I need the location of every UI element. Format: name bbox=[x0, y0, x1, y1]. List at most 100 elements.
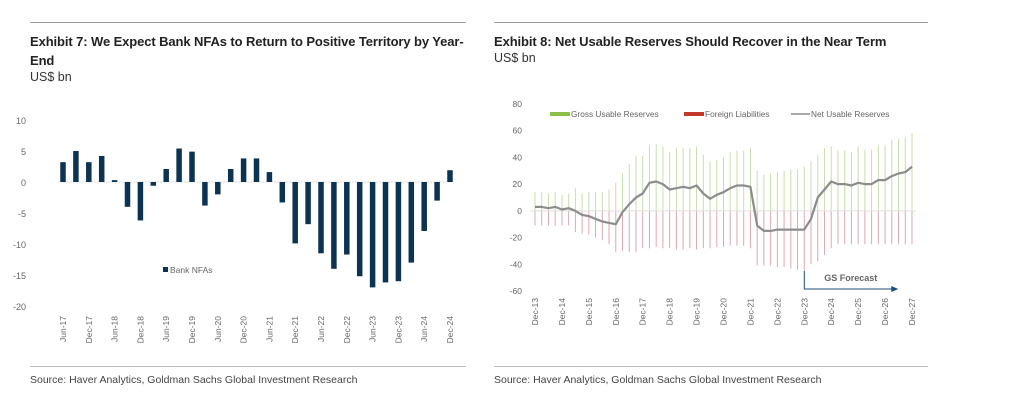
x-tick-label: Dec-14 bbox=[557, 298, 567, 326]
legend-label-net: Net Usable Reserves bbox=[811, 109, 889, 119]
bar bbox=[266, 172, 273, 182]
x-tick-label: Dec-24 bbox=[445, 316, 455, 344]
x-tick-label: Dec-19 bbox=[692, 298, 702, 326]
x-tick-label: Jun-23 bbox=[368, 316, 378, 342]
y-tick-label: -10 bbox=[13, 240, 26, 250]
x-tick-label: Dec-26 bbox=[880, 298, 890, 326]
x-tick-label: Jun-19 bbox=[161, 316, 171, 342]
bar bbox=[344, 182, 350, 255]
y-tick-label: -20 bbox=[510, 233, 523, 243]
bar bbox=[447, 170, 453, 182]
bar bbox=[215, 182, 221, 195]
bar bbox=[292, 182, 298, 244]
x-tick-label: Dec-23 bbox=[393, 316, 403, 344]
bottom-divider bbox=[30, 366, 466, 367]
legend-label-gross: Gross Usable Reserves bbox=[571, 109, 659, 119]
x-tick-label: Dec-21 bbox=[290, 316, 300, 344]
bar bbox=[111, 180, 118, 182]
legend-swatch-gross bbox=[550, 112, 570, 116]
y-tick-label: 20 bbox=[513, 179, 523, 189]
x-tick-label: Dec-21 bbox=[745, 298, 755, 326]
gross-usable-reserves-bars bbox=[534, 133, 913, 211]
x-tick-label: Dec-25 bbox=[853, 298, 863, 326]
x-tick-label: Dec-22 bbox=[772, 298, 782, 326]
legend: Gross Usable Reserves Foreign Liabilitie… bbox=[550, 109, 889, 119]
x-axis: Dec-13 Dec-14 Dec-15 Dec-16 Dec-17 Dec-18 Dec-… bbox=[530, 298, 917, 326]
source-note: Source: Haver Analytics, Goldman Sachs G… bbox=[30, 374, 358, 386]
y-axis: 80 60 40 20 0 -20 -40 -60 bbox=[510, 99, 523, 296]
x-tick-label: Dec-19 bbox=[187, 316, 197, 344]
x-tick-label: Dec-18 bbox=[665, 298, 675, 326]
bar bbox=[227, 168, 234, 182]
top-divider bbox=[30, 22, 466, 23]
chart-title: Exhibit 8: Net Usable Reserves Should Re… bbox=[494, 34, 887, 49]
bar bbox=[434, 182, 440, 201]
bar bbox=[189, 151, 195, 182]
y-tick-label: -40 bbox=[510, 259, 523, 269]
bar bbox=[305, 182, 311, 225]
x-tick-label: Dec-16 bbox=[611, 298, 621, 326]
bar bbox=[253, 158, 260, 182]
y-tick-label: 80 bbox=[513, 99, 523, 109]
legend-label-bank-nfas: Bank NFAs bbox=[170, 265, 213, 275]
source-note: Source: Haver Analytics, Goldman Sachs G… bbox=[494, 374, 822, 386]
top-divider bbox=[494, 22, 928, 23]
x-tick-label: Jun-17 bbox=[58, 316, 68, 342]
y-tick-label: 5 bbox=[21, 147, 26, 157]
bar bbox=[124, 182, 131, 207]
bar bbox=[163, 168, 169, 182]
bar bbox=[86, 162, 92, 182]
net-usable-reserves-line bbox=[535, 165, 913, 232]
x-tick-label: Jun-22 bbox=[316, 316, 326, 342]
y-tick-label: 10 bbox=[16, 116, 26, 126]
bank-nfa-bar-chart: 10 5 0 -5 -10 -15 -20 Jun-17 Dec-17 Jun-18 Dec-18… bbox=[13, 116, 455, 344]
bar bbox=[73, 151, 79, 182]
legend-swatch-bank-nfas bbox=[163, 267, 168, 272]
x-tick-label: Jun-24 bbox=[419, 316, 429, 342]
forecast-arrowhead-icon bbox=[891, 286, 899, 292]
y-tick-label: 0 bbox=[21, 178, 26, 188]
bars bbox=[60, 148, 453, 288]
y-tick-label: -60 bbox=[510, 286, 523, 296]
legend-label-foreign: Foreign Liabilities bbox=[705, 109, 770, 119]
x-tick-label: Dec-17 bbox=[638, 298, 648, 326]
bar bbox=[382, 182, 389, 283]
chart-units: US$ bn bbox=[494, 51, 536, 65]
legend-swatch-foreign bbox=[684, 112, 704, 116]
x-tick-label: Jun-21 bbox=[264, 316, 274, 342]
x-tick-label: Jun-18 bbox=[110, 316, 120, 342]
chart-units: US$ bn bbox=[30, 70, 72, 84]
bar bbox=[356, 182, 363, 277]
bar bbox=[176, 148, 182, 182]
bar bbox=[331, 182, 337, 269]
y-tick-label: -20 bbox=[13, 302, 26, 312]
y-axis: 10 5 0 -5 -10 -15 -20 bbox=[13, 116, 26, 312]
x-tick-label: Dec-18 bbox=[135, 316, 145, 344]
y-tick-label: -15 bbox=[13, 271, 26, 281]
x-tick-label: Dec-27 bbox=[907, 298, 917, 326]
x-tick-label: Dec-17 bbox=[84, 316, 94, 344]
x-tick-label: Dec-23 bbox=[799, 298, 809, 326]
x-tick-label: Dec-15 bbox=[584, 298, 594, 326]
forecast-arrow bbox=[803, 271, 893, 290]
x-tick-label: Dec-24 bbox=[826, 298, 836, 326]
x-tick-label: Dec-20 bbox=[719, 298, 729, 326]
bottom-divider bbox=[494, 366, 928, 367]
bar bbox=[318, 182, 324, 254]
chart-title: Exhibit 7: We Expect Bank NFAs to Return… bbox=[30, 34, 464, 68]
gs-forecast-annotation: GS Forecast bbox=[803, 271, 899, 292]
bar bbox=[202, 182, 208, 206]
legend: Bank NFAs bbox=[163, 265, 213, 275]
bar bbox=[240, 158, 247, 182]
y-tick-label: -5 bbox=[18, 209, 26, 219]
y-tick-label: 60 bbox=[513, 126, 523, 136]
bar bbox=[60, 162, 66, 182]
x-tick-label: Dec-22 bbox=[342, 316, 352, 344]
bar bbox=[369, 182, 376, 288]
x-tick-label: Dec-13 bbox=[530, 298, 540, 326]
bar bbox=[395, 182, 402, 282]
bar bbox=[150, 182, 157, 186]
x-tick-label: Dec-20 bbox=[239, 316, 249, 344]
bar bbox=[279, 182, 286, 203]
